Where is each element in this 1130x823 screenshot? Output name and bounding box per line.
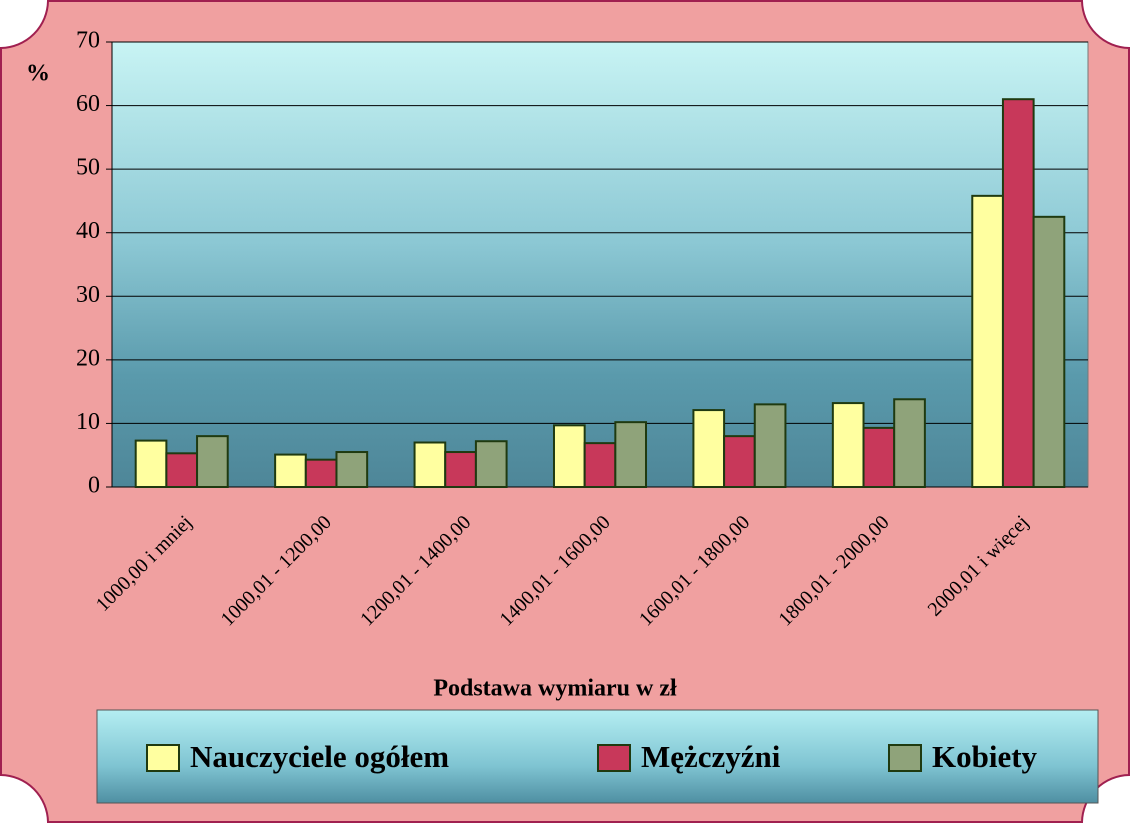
bar <box>196 435 229 488</box>
bar <box>753 403 787 489</box>
bar <box>134 439 168 489</box>
y-tick-label: 0 <box>88 473 100 499</box>
bar <box>444 451 477 488</box>
bar <box>1032 215 1066 488</box>
legend-swatch <box>888 744 922 772</box>
y-tick-label: 20 <box>76 345 100 371</box>
y-tick-label: 50 <box>76 155 100 181</box>
bar <box>1001 98 1035 488</box>
y-tick-label: 60 <box>76 91 100 117</box>
bar <box>831 402 865 489</box>
bar <box>893 398 926 488</box>
legend-label: Kobiety <box>932 739 1038 774</box>
bar <box>723 435 756 488</box>
bar <box>413 441 447 488</box>
bar <box>552 424 586 489</box>
bar <box>862 426 896 488</box>
y-tick-label: 70 <box>76 28 100 54</box>
y-tick-label: 10 <box>76 409 100 435</box>
bar <box>692 409 726 489</box>
bar <box>583 442 617 488</box>
plot-area <box>111 41 1089 488</box>
legend-label: Mężczyźni <box>641 739 781 774</box>
legend-swatch <box>597 744 631 772</box>
bar <box>335 451 369 488</box>
bar <box>304 458 338 488</box>
bar <box>614 421 648 488</box>
bar <box>474 440 508 489</box>
legend-swatch <box>146 744 180 772</box>
legend-label: Nauczyciele ogółem <box>190 739 449 774</box>
x-axis-label: Podstawa wymiaru w zł <box>433 676 677 702</box>
y-tick-label: 40 <box>76 218 100 244</box>
bar <box>971 194 1004 488</box>
bar <box>165 452 199 488</box>
bar <box>274 453 307 489</box>
y-axis-label: % <box>26 61 50 87</box>
y-tick-label: 30 <box>76 282 100 308</box>
